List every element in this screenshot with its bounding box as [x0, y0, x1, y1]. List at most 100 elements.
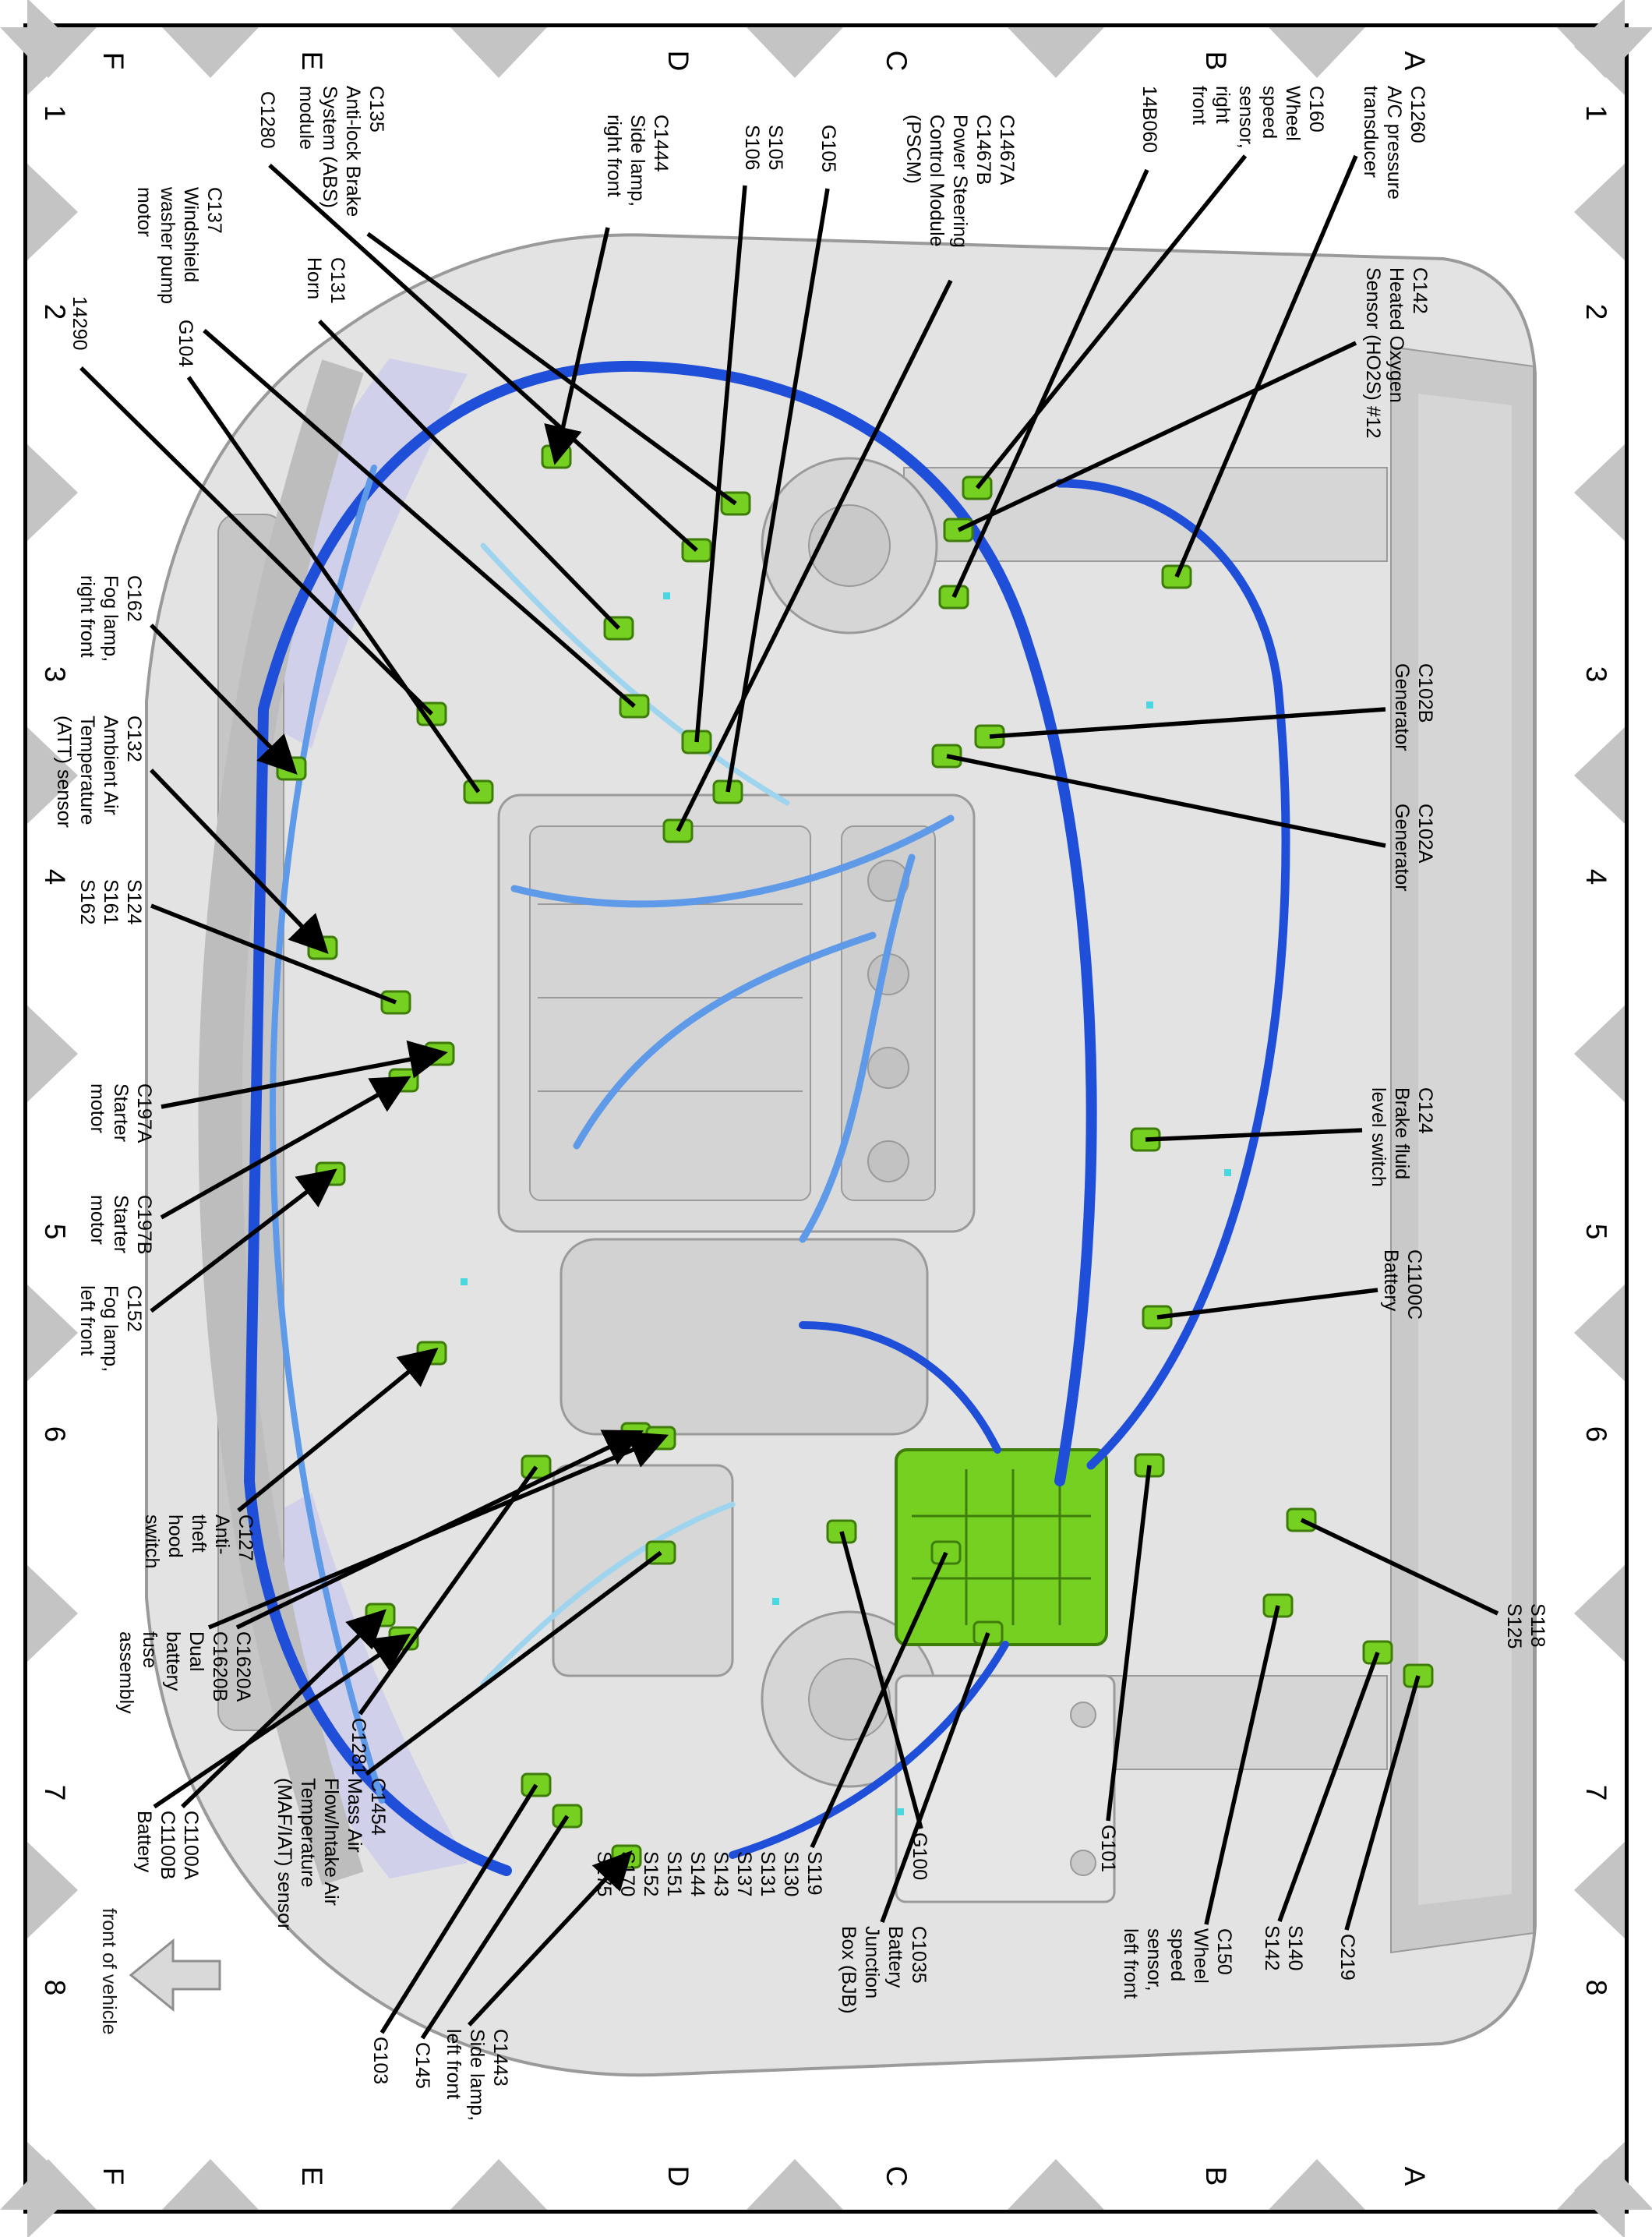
callout-line: Heated Oxygen — [1385, 267, 1407, 403]
zone-marker-icon — [1574, 444, 1625, 541]
leader-line — [880, 1632, 990, 1923]
leader-line — [989, 707, 1386, 739]
callout-line: Horn — [303, 257, 325, 300]
callout-line: S137 — [733, 1851, 755, 1897]
callout-line: speed — [1258, 86, 1280, 140]
callout-line: Generator — [1391, 804, 1413, 892]
callout-line: S118 — [1527, 1603, 1548, 1648]
callout-line: Junction — [861, 1926, 883, 1999]
callout-C219: C219 — [1336, 1934, 1359, 1981]
callout-line: Starter — [110, 1083, 132, 1143]
callout-line: S140 — [1284, 1925, 1306, 1971]
leader-line — [153, 1633, 411, 1809]
callout-C145: C145 — [411, 2042, 434, 2089]
callout-line: C1467A — [996, 115, 1018, 186]
leader-line — [365, 1550, 662, 1776]
callout-line: Starter — [110, 1195, 132, 1254]
callout-C1467A: C1467A C1467B Power Steering Control Module… — [902, 115, 1018, 248]
callout-line: fuse — [139, 1631, 161, 1669]
callout-line: Side lamp, — [627, 115, 648, 207]
leader-line — [150, 624, 298, 775]
zone-marker-icon — [1557, 2159, 1652, 2210]
callout-line: left front — [1120, 1928, 1142, 1999]
callout-line: assembly — [115, 1631, 137, 1714]
callout-line: C1281 — [348, 1718, 369, 1776]
callout-line: C137 — [203, 187, 225, 234]
callout-line: C197B — [133, 1195, 155, 1255]
callout-S118: S118 S125 — [1502, 1603, 1549, 1649]
callout-line: right front — [603, 115, 625, 197]
callout-line: C197A — [133, 1083, 155, 1143]
callout-line: washer pump — [157, 187, 178, 305]
leader-line — [544, 227, 610, 465]
callout-line: Battery — [884, 1926, 906, 1988]
leader-line — [268, 163, 698, 553]
leader-line — [150, 769, 329, 954]
callout-line: Generator — [1391, 663, 1413, 751]
leader-line — [181, 1609, 387, 1808]
callout-C131: C131 Horn — [302, 257, 349, 304]
callout-line: Dual — [185, 1631, 207, 1672]
leader-line — [150, 1168, 337, 1313]
callout-line: S130 — [780, 1851, 802, 1897]
callout-line: Wheel — [1190, 1928, 1212, 1984]
callout-line: Fog lamp, — [100, 1285, 122, 1373]
wiring-harness — [243, 360, 1290, 1876]
callout-line: Fog lamp, — [100, 575, 122, 663]
zone-marker-icon — [1574, 1842, 1625, 1938]
zone-marker-icon — [1269, 2159, 1365, 2210]
callout-C124: C124 Brake fluid level switch — [1367, 1087, 1437, 1187]
callout-S119: S119 S130 S131 S137 S143 S144 S151 S152 S170 S175 — [592, 1851, 826, 1896]
leader-line — [207, 1432, 669, 1630]
zone-marker-icon — [27, 1005, 78, 1102]
callout-G103: G103 — [369, 2037, 392, 2084]
callout-line: C127 — [235, 1514, 256, 1561]
callout-line: S131 — [757, 1851, 778, 1897]
leader-line — [1106, 1465, 1152, 1822]
callout-line: S170 — [616, 1851, 638, 1897]
callout-line: S124 — [123, 879, 145, 925]
leader-line — [946, 754, 1386, 848]
callout-C160: C160 Wheel speed sensor, right front — [1188, 86, 1328, 149]
zone-marker-icon — [450, 27, 547, 78]
leader-line — [725, 188, 830, 793]
callout-C1260: C1260 A/C pressure transducer — [1359, 86, 1429, 200]
callout-line: motor — [86, 1083, 108, 1133]
zone-marker-icon — [1574, 1285, 1625, 1381]
leader-line — [79, 366, 433, 716]
callout-C1281: C1281 — [347, 1718, 370, 1776]
callout-line: A/C pressure — [1383, 86, 1405, 200]
callout-line: Ambient Air — [100, 716, 122, 815]
callout-line: 14290 — [69, 296, 90, 351]
callout-line: C142 — [1409, 267, 1431, 314]
callout-line: C145 — [411, 2042, 433, 2089]
zone-marker-icon — [0, 27, 97, 78]
zone-marker-icon — [0, 2159, 97, 2210]
zone-marker-icon — [27, 444, 78, 541]
callout-line: theft — [188, 1514, 210, 1553]
callout-C1100A: C1100A C1100B Battery — [132, 1811, 203, 1880]
zone-marker-icon — [1008, 2159, 1104, 2210]
callout-line: C102A — [1414, 804, 1436, 864]
cowl-screen — [1418, 394, 1512, 1905]
leader-line — [957, 341, 1357, 532]
zone-marker-icon — [27, 1565, 78, 1662]
callout-line: S175 — [593, 1851, 615, 1897]
callout-line: G104 — [175, 320, 196, 368]
callout-line: C1620A — [232, 1631, 254, 1702]
leader-line — [694, 185, 747, 743]
callout-S105: S105 S106 — [740, 125, 787, 170]
callout-line: Flow/Intake Air — [320, 1778, 342, 1906]
callout-line: Wheel — [1282, 86, 1304, 141]
leader-line — [839, 1531, 923, 1829]
callout-line: S161 — [100, 879, 122, 925]
leader-line — [186, 376, 481, 793]
leader-line — [150, 903, 397, 1005]
callout-line: (ATT) sensor — [53, 716, 75, 828]
zone-marker-icon — [450, 2159, 547, 2210]
callout-line: C160 — [1305, 86, 1327, 133]
callout-line: C1100B — [157, 1811, 178, 1880]
